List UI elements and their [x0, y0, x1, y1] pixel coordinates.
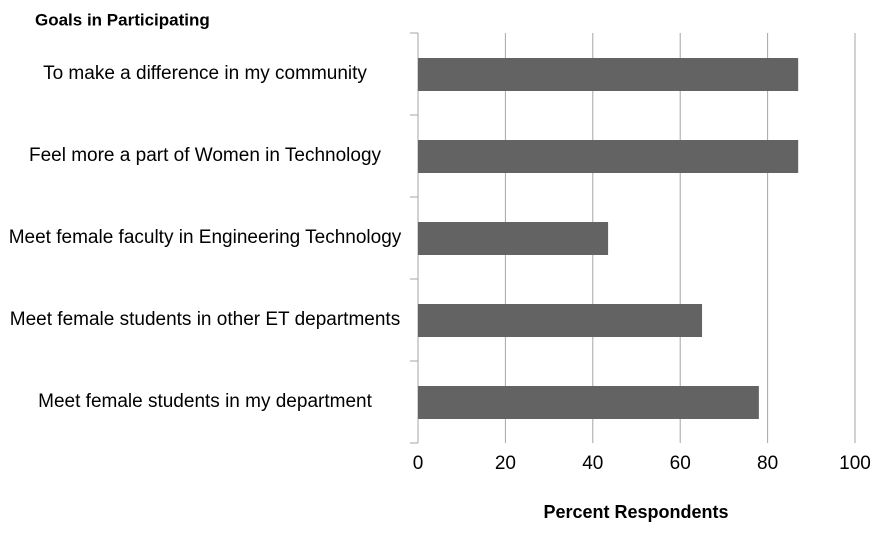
- x-tick-label: 100: [839, 453, 871, 474]
- bar: [418, 304, 703, 337]
- x-tick-label: 20: [495, 453, 516, 474]
- x-tick-label: 60: [670, 453, 691, 474]
- y-tick-label: To make a difference in my community: [43, 63, 367, 84]
- x-tick-label: 40: [582, 453, 603, 474]
- y-tick-label: Meet female faculty in Engineering Techn…: [8, 227, 402, 248]
- bar: [418, 58, 799, 91]
- x-axis-label: Percent Respondents: [543, 502, 728, 522]
- x-tick-label: 0: [413, 453, 424, 474]
- y-tick-label: Meet female students in other ET departm…: [9, 309, 401, 330]
- x-tick-label: 80: [757, 453, 778, 474]
- y-tick-label: Meet female students in my department: [38, 391, 372, 412]
- y-tick-label: Feel more a part of Women in Technology: [28, 145, 382, 166]
- bar: [418, 222, 609, 255]
- chart-title: Goals in Participating: [35, 10, 210, 29]
- bar: [418, 386, 759, 419]
- bar: [418, 140, 799, 173]
